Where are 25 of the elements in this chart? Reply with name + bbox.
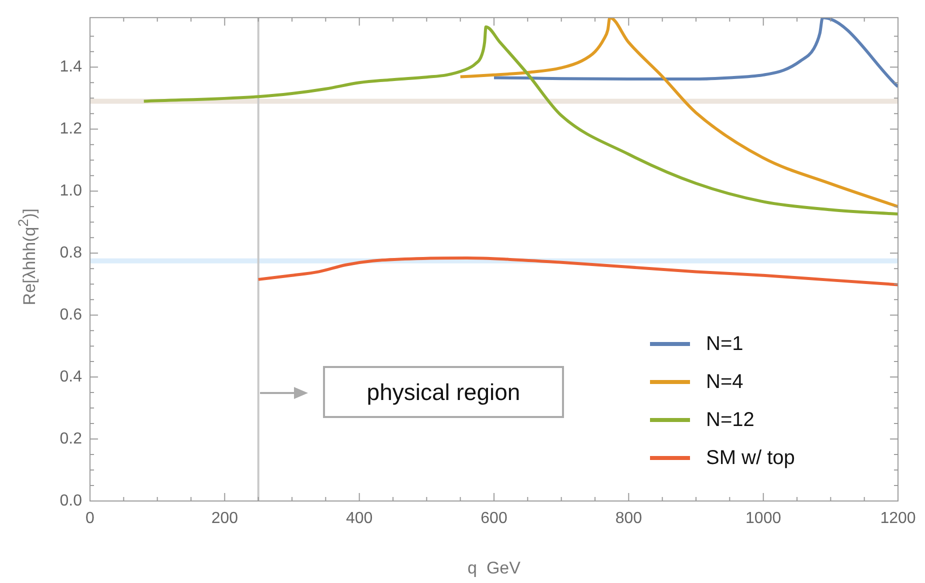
y-tick-label: 1.2 (60, 120, 82, 138)
y-tick-label: 1.4 (60, 58, 82, 76)
x-tick-label: 600 (480, 510, 508, 528)
legend-label: N=12 (706, 408, 754, 432)
legend-label: N=4 (706, 370, 744, 394)
x-tick-label: 1200 (880, 510, 916, 528)
line-series (142, 25, 898, 216)
line-series (458, 18, 898, 208)
legend-label: SM w/ top (706, 446, 795, 470)
x-axis-title: q GeV (468, 558, 522, 578)
x-tick-label: 400 (346, 510, 373, 528)
x-tick-label: 800 (615, 510, 642, 528)
line-series (492, 18, 898, 88)
line-series (256, 256, 898, 286)
y-tick-label: 0.0 (60, 492, 82, 510)
y-tick-label: 0.4 (60, 368, 82, 386)
x-tick-label: 0 (86, 510, 95, 528)
x-tick-label: 200 (211, 510, 238, 528)
y-tick-label: 1.0 (60, 182, 82, 200)
legend-label: N=1 (706, 332, 744, 356)
x-tick-label: 1000 (746, 510, 782, 528)
y-tick-label: 0.6 (60, 306, 82, 324)
y-tick-label: 0.2 (60, 430, 82, 448)
annotation: physical region (323, 366, 564, 418)
y-tick-label: 0.8 (60, 244, 82, 262)
